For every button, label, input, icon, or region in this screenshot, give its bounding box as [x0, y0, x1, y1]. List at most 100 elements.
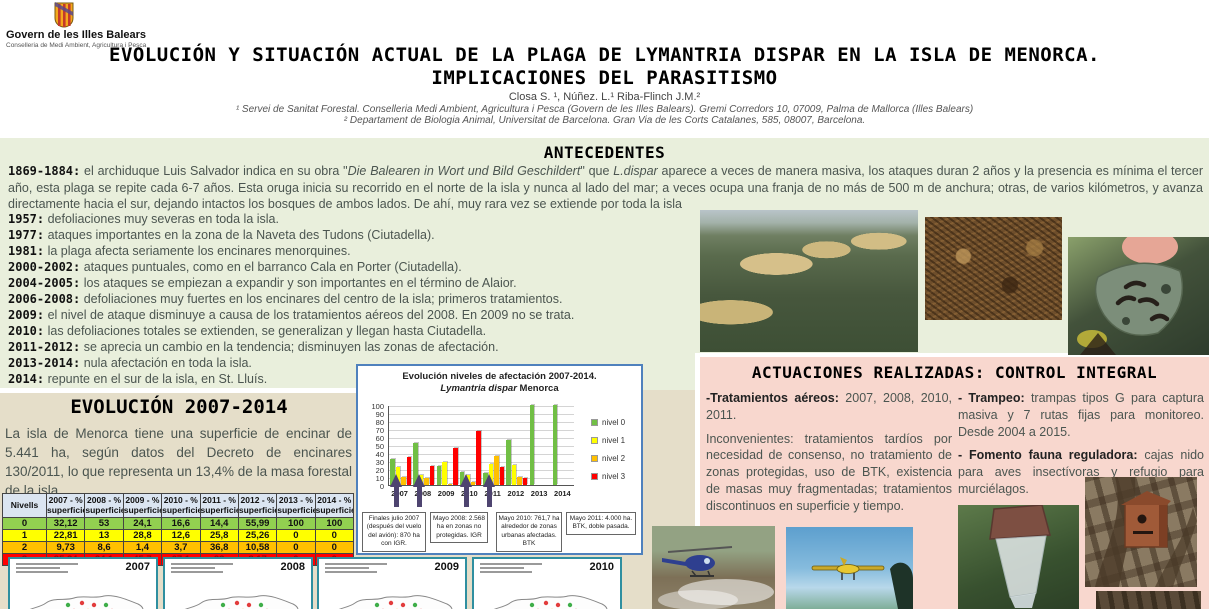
- legend-swatch: [591, 455, 598, 462]
- intro-segment: aparece a veces de manera masiva, los at…: [8, 164, 1203, 212]
- table-cell: 36,8: [199, 541, 239, 554]
- menorca-outline-map: [29, 595, 144, 609]
- map-panel: 2008: [163, 557, 313, 609]
- map-caption-line: [480, 567, 524, 569]
- chart-bar: [390, 459, 395, 485]
- actuaciones-col-left: -Tratamientos aéreos: 2007, 2008, 2010, …: [706, 390, 952, 521]
- timeline-item: 1957: defoliaciones muy severas en toda …: [8, 211, 698, 227]
- chart-bar: [511, 464, 517, 485]
- table-cell: 24,1: [122, 517, 163, 530]
- chart-x-label: 2011: [484, 489, 501, 498]
- balearic-shield-icon: [54, 2, 74, 28]
- chart-x-label: 2010: [461, 489, 478, 498]
- chart-y-tick: 90: [375, 410, 384, 419]
- chart-gridline: [389, 446, 574, 447]
- actuaciones-paragraph: -Tratamientos aéreos: 2007, 2008, 2010, …: [706, 391, 952, 422]
- timeline-year: 1981:: [8, 244, 45, 258]
- chart-gridline: [389, 478, 574, 479]
- nest-box-illustration: [1095, 477, 1197, 587]
- table-cell: 16,6: [161, 517, 201, 530]
- chart-bar: [429, 465, 435, 485]
- photo-caterpillar-mass: [925, 217, 1062, 320]
- legend-item: nivel 0: [591, 418, 625, 427]
- chart-gridline: [389, 422, 574, 423]
- treatment-arrow: [413, 474, 426, 508]
- map-year-label: 2007: [125, 561, 150, 573]
- chart-bar: [517, 476, 522, 485]
- table-cell: 2: [2, 541, 47, 554]
- chart-x-label: 2009: [437, 489, 455, 498]
- map-panel: 2007: [8, 557, 158, 609]
- timeline-text: la plaga afecta seriamente los encinares…: [44, 244, 351, 258]
- timeline-item: 2011-2012: se aprecia un cambio en la te…: [8, 339, 698, 355]
- timeline-year: 2011-2012:: [8, 340, 81, 354]
- table-cell: 28,8: [122, 529, 163, 542]
- table-cell: 100: [276, 517, 316, 530]
- intro-segment: Die Balearen in Wort und Bild Geschilder…: [347, 164, 581, 178]
- table-cell: 0: [314, 541, 355, 554]
- table-header-cell: 2008 - % superficie: [84, 493, 124, 518]
- evolucion-paragraph: La isla de Menorca tiene una superficie …: [5, 426, 352, 499]
- chart-panel: Evolución niveles de afectación 2007-201…: [356, 364, 643, 555]
- treatment-arrow: [459, 474, 473, 508]
- photo-spray-plane: [786, 527, 913, 609]
- antecedentes-intro: 1869-1884: el archiduque Luis Salvador i…: [8, 163, 1203, 213]
- menorca-outline-map: [338, 595, 453, 609]
- chart-gridline: [389, 462, 574, 463]
- chart-bar: [494, 455, 499, 485]
- actuaciones-label: - Trampeo:: [958, 391, 1025, 405]
- affiliation-2: ² Departament de Biologia Animal, Univer…: [343, 115, 866, 126]
- chart-subtitle-species: Lymantria dispar: [440, 383, 517, 394]
- menorca-outline-map: [184, 595, 299, 609]
- table-row: 1 22,81 13 28,8 12,6 25,8 25,26 0 0: [2, 529, 355, 542]
- timeline-item: 2006-2008: defoliaciones muy fuertes en …: [8, 291, 698, 307]
- map-caption-line: [480, 563, 542, 565]
- chart-bar: [522, 478, 528, 485]
- legend-item: nivel 3: [591, 472, 625, 481]
- divider: [695, 353, 700, 609]
- chart-title-line2: Lymantria dispar Menorca: [358, 383, 641, 394]
- helicopter-illustration: [658, 546, 774, 609]
- plane-illustration: [811, 557, 913, 609]
- table-cell: 25,8: [199, 529, 239, 542]
- table-cell: 0: [276, 529, 316, 542]
- timeline-text: ataques puntuales, como en el barranco C…: [80, 260, 462, 274]
- map-caption-line: [480, 571, 532, 573]
- timeline-year: 2010:: [8, 324, 45, 338]
- chart-y-tick: 30: [375, 458, 384, 467]
- chart-bar: [476, 431, 481, 485]
- table-cell: 53: [84, 517, 124, 530]
- trap-illustration: [989, 505, 1051, 608]
- intro-segment: L.dispar: [613, 164, 658, 178]
- chart-bar-group: [529, 405, 552, 485]
- levels-table: Nivells 2007 - % superficie 2008 - % super…: [2, 493, 355, 566]
- timeline-item: 2010: las defoliaciones totales se extie…: [8, 323, 698, 339]
- chart-subtitle-place: Menorca: [516, 383, 559, 394]
- table-cell: 3,7: [161, 541, 201, 554]
- table-cell: 9,73: [45, 541, 86, 554]
- oak-leaf-illustration: [1077, 237, 1184, 355]
- chart-legend: nivel 0 nivel 1 nivel 2 nivel 3: [591, 418, 625, 490]
- table-cell: 22,81: [45, 529, 86, 542]
- timeline-item: 2004-2005: los ataques se empiezan a exp…: [8, 275, 698, 291]
- chart-bar: [529, 405, 535, 485]
- table-header-cell: 2010 - % superficie: [161, 493, 201, 518]
- chart-bar: [470, 482, 476, 485]
- chart-bar-group: [389, 405, 412, 485]
- table-cell: 0: [276, 541, 316, 554]
- affiliation-1: ¹ Servei de Sanitat Forestal. Conselleri…: [235, 104, 974, 115]
- legend-item: nivel 1: [591, 436, 625, 445]
- table-cell: 0: [314, 529, 355, 542]
- table-header-cell: 2013 - % superficie: [276, 493, 316, 518]
- chart-x-label: 2008: [414, 489, 432, 498]
- timeline-item: 1981: la plaga afecta seriamente los enc…: [8, 243, 698, 259]
- chart-bar-group: [412, 405, 435, 485]
- menorca-outline-map: [493, 595, 608, 609]
- timeline-text: las defoliaciones totales se extienden, …: [44, 324, 487, 338]
- chart-gridline: [389, 454, 574, 455]
- chart-x-label: 2013: [530, 489, 548, 498]
- timeline-year: 2009:: [8, 308, 45, 322]
- treatment-arrow: [390, 474, 403, 508]
- legend-swatch: [591, 419, 598, 426]
- legend-label: nivel 3: [602, 472, 626, 481]
